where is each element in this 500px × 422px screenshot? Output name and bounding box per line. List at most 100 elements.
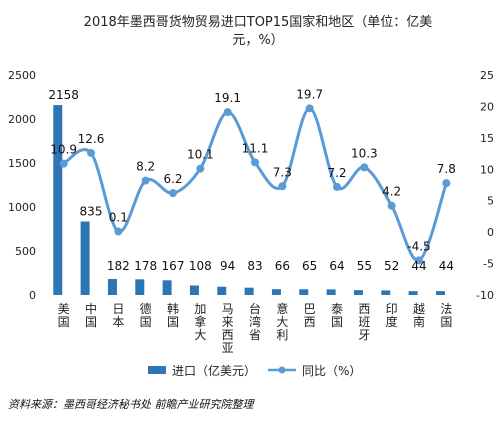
line-value-label: 7.8	[437, 162, 456, 176]
line-point	[169, 189, 177, 198]
bar-value-label: 44	[439, 259, 454, 273]
line-point	[251, 158, 259, 167]
line-point	[360, 163, 369, 172]
line-value-label: 10.1	[187, 148, 214, 162]
category-label: 法国	[440, 302, 452, 329]
right-axis-tick: 0	[487, 226, 494, 239]
line-value-label: -4.5	[407, 239, 430, 253]
category-label: 巴西	[304, 302, 316, 329]
bar	[435, 291, 445, 295]
line-point	[114, 227, 123, 236]
line-point	[196, 164, 205, 173]
bar-value-label: 65	[302, 259, 317, 273]
right-axis-tick: -10	[476, 289, 494, 302]
category-label: 日本	[112, 302, 124, 329]
chart-title-line1: 2018年墨西哥货物贸易进口TOP15国家和地区（单位：亿美	[84, 14, 433, 30]
bar-value-labels: 2158 835 182 178 167 108 94 83 66 65 64 55 52 44 44	[48, 88, 454, 273]
category-label: 台湾省	[249, 301, 261, 342]
bar-value-label: 83	[247, 259, 262, 273]
line-value-label: 6.2	[163, 172, 182, 186]
bar-series	[53, 105, 445, 295]
line-point	[223, 108, 232, 117]
line-point	[141, 176, 150, 185]
bar	[244, 287, 254, 295]
line-point	[87, 148, 95, 157]
category-label: 加拿大	[194, 302, 206, 342]
bar-value-label: 835	[80, 205, 103, 219]
bar	[189, 285, 199, 295]
bar-value-label: 167	[162, 259, 185, 273]
line-value-label: 11.1	[242, 141, 269, 155]
bar	[326, 289, 336, 295]
left-axis-ticks: 0 500 1000 1500 2000 2500	[8, 69, 36, 302]
line-value-labels: 10.912.6 0.1 8.2 6.2 10.1 19.1 11.1 7.3 19.7 7.2 1…	[50, 87, 456, 253]
left-axis-tick: 1500	[8, 157, 36, 170]
source-note: 资料来源：墨西哥经济秘书处 前瞻产业研究院整理	[8, 398, 255, 411]
line-point	[305, 104, 314, 113]
category-label: 韩国	[167, 301, 179, 329]
legend: 进口（亿美元） 同比（%）	[148, 363, 361, 378]
bar	[271, 289, 281, 295]
right-axis-tick: 5	[487, 195, 494, 208]
category-label: 美国	[58, 302, 70, 329]
line-point	[387, 201, 396, 210]
right-axis-tick: 15	[480, 132, 494, 145]
category-label: 中国	[85, 301, 97, 329]
category-label: 泰国	[331, 302, 343, 329]
category-label: 西班牙	[358, 302, 370, 342]
bar-value-label: 52	[384, 259, 399, 273]
line-value-label: 10.9	[50, 143, 77, 157]
bar	[299, 289, 309, 295]
bar	[80, 221, 90, 295]
bar-value-label: 2158	[48, 88, 79, 102]
line-point	[59, 159, 68, 168]
bar-value-label: 66	[275, 259, 290, 273]
category-label: 越南	[413, 302, 425, 329]
line-point	[333, 182, 341, 191]
line-series	[59, 104, 451, 265]
line-value-label: 0.1	[109, 211, 128, 225]
line-value-label: 12.6	[78, 132, 105, 146]
left-axis-tick: 0	[29, 289, 36, 302]
category-label: 意大利	[276, 301, 288, 342]
bar	[107, 278, 117, 295]
bar	[135, 279, 145, 295]
right-axis-tick: 25	[480, 69, 494, 82]
bar-value-label: 94	[220, 259, 235, 273]
left-axis-tick: 500	[15, 245, 36, 258]
bar	[217, 286, 227, 295]
line-value-label: 4.2	[382, 185, 401, 199]
bar	[53, 105, 63, 295]
bar	[353, 290, 363, 295]
line-value-label: 10.3	[351, 146, 378, 160]
line-value-label: 7.3	[273, 165, 292, 179]
legend-bar-swatch	[148, 366, 166, 374]
right-axis-tick: 20	[480, 100, 494, 113]
legend-line-label: 同比（%）	[302, 364, 361, 378]
line-value-label: 19.7	[296, 87, 323, 101]
bar-value-label: 182	[107, 259, 130, 273]
line-value-label: 19.1	[214, 91, 241, 105]
line-point	[278, 182, 287, 191]
bar-value-label: 64	[329, 259, 344, 273]
bar	[381, 290, 391, 295]
bar-value-label: 55	[357, 259, 372, 273]
bar-value-label: 108	[189, 259, 212, 273]
legend-line-marker	[278, 366, 286, 374]
line-point	[415, 256, 423, 265]
right-axis-ticks: -10 -5 0 5 10 15 20 25	[476, 69, 494, 302]
line-point	[442, 179, 451, 188]
right-axis-tick: 10	[480, 163, 494, 176]
bar	[162, 280, 172, 295]
legend-bar-label: 进口（亿美元）	[172, 363, 256, 378]
left-axis-tick: 2000	[8, 113, 36, 126]
bar-value-label: 44	[411, 259, 426, 273]
line-value-label: 8.2	[136, 160, 155, 174]
chart-title-line2: 元，%）	[232, 33, 283, 48]
bar	[408, 291, 418, 295]
category-label: 印度	[386, 302, 398, 329]
line-value-label: 7.2	[327, 166, 346, 180]
left-axis-tick: 1000	[8, 201, 36, 214]
